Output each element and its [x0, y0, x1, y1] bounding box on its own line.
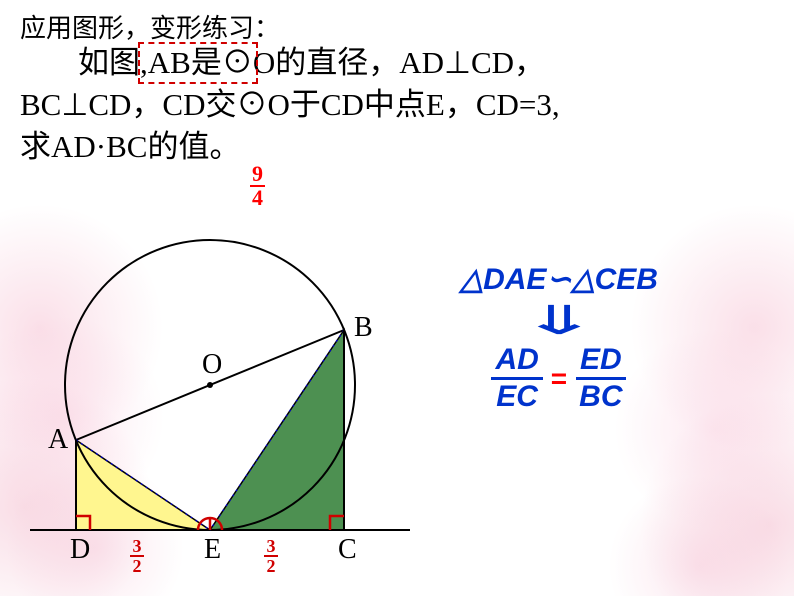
- ratio-tl: AD: [491, 345, 542, 380]
- svg-text:2: 2: [133, 556, 142, 576]
- svg-text:3: 3: [267, 536, 276, 556]
- svg-text:2: 2: [267, 556, 276, 576]
- similarity-statement: △DAE∽△CEB: [460, 262, 658, 297]
- ratio-br: BC: [575, 380, 626, 412]
- answer-num: 9: [250, 163, 265, 187]
- svg-text:E: E: [204, 534, 221, 565]
- problem-l1a: 如图,: [78, 45, 148, 80]
- ratio-equation: AD EC = ED BC: [460, 345, 658, 412]
- svg-text:C: C: [338, 534, 357, 565]
- ratio-bl: EC: [492, 380, 542, 412]
- problem-l1c: AD⊥CD，: [399, 45, 545, 80]
- svg-text:A: A: [48, 424, 69, 455]
- problem-l1b: AB是⊙O的直径，: [148, 45, 399, 80]
- down-arrow-icon: ⇓: [312, 303, 794, 339]
- problem-l2: BC⊥CD，CD交⊙O于CD中点E，CD=3,: [20, 87, 560, 122]
- problem-l3: 求AD·BC的值。: [20, 129, 240, 164]
- problem-text: 如图,AB是⊙O的直径，AD⊥CD， BC⊥CD，CD交⊙O于CD中点E，CD=…: [20, 42, 780, 168]
- ratio-tr: ED: [576, 345, 626, 380]
- title-line: 应用图形，变形练习：: [20, 8, 280, 45]
- diagram-svg: ABODEC3232: [30, 215, 410, 585]
- similarity-block: △DAE∽△CEB ⇓ AD EC = ED BC: [460, 262, 658, 412]
- geometry-diagram: ABODEC3232: [30, 215, 410, 585]
- answer-fraction: 9 4: [250, 163, 265, 209]
- ratio-eq-sign: =: [551, 363, 567, 395]
- svg-text:O: O: [202, 349, 222, 380]
- svg-text:3: 3: [133, 536, 142, 556]
- answer-den: 4: [250, 187, 265, 209]
- svg-text:D: D: [70, 534, 90, 565]
